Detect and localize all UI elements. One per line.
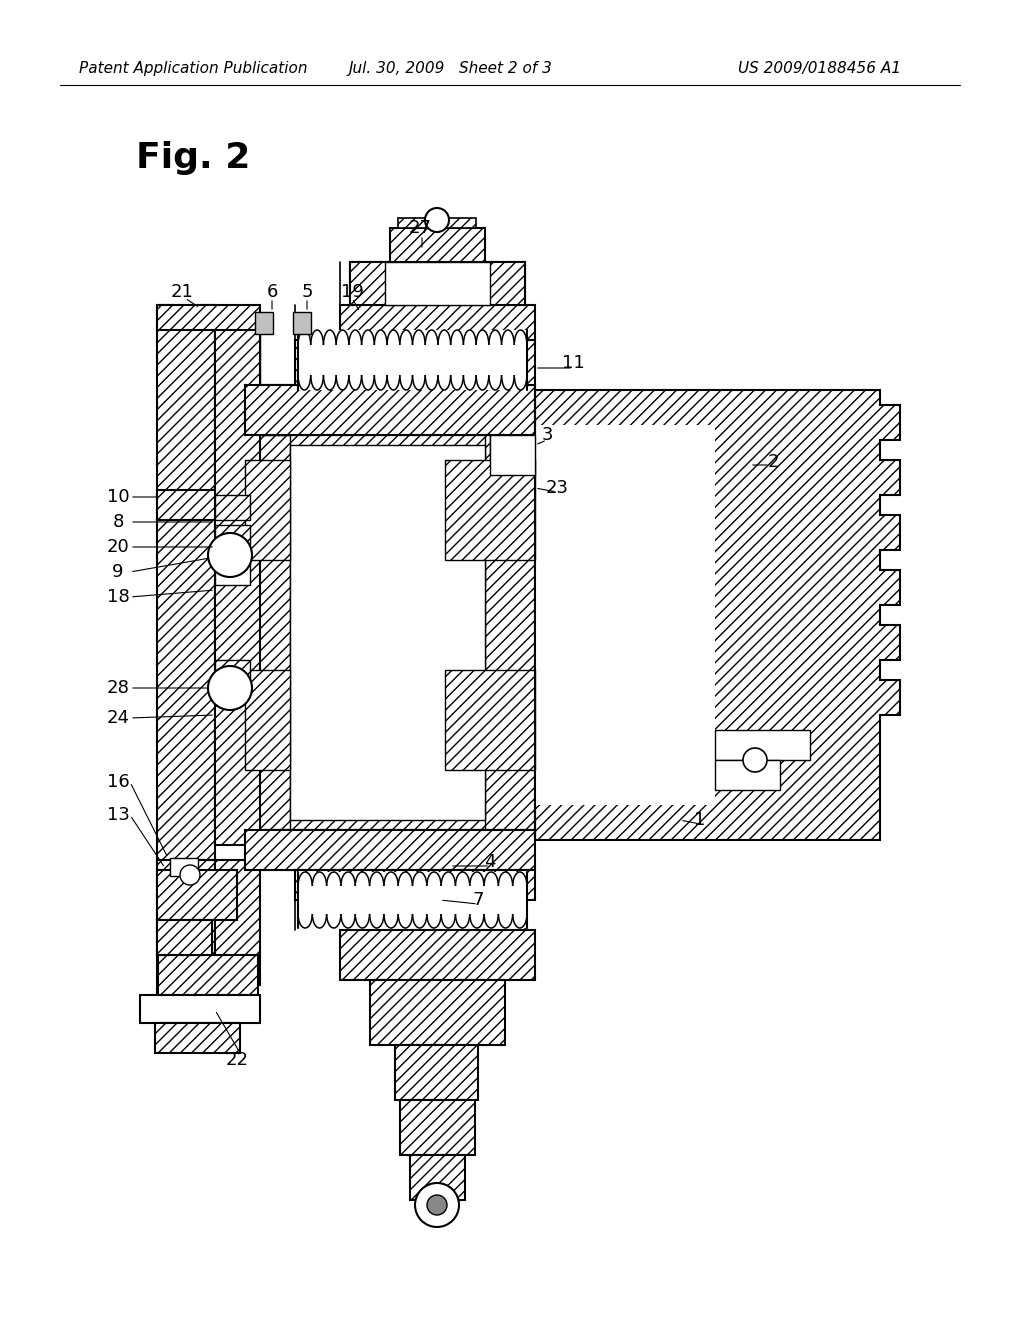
Text: 28: 28: [106, 678, 129, 697]
Bar: [215, 319, 260, 845]
Text: 5: 5: [301, 282, 312, 301]
Bar: [390, 228, 485, 261]
Bar: [157, 305, 215, 861]
Bar: [490, 436, 535, 475]
Bar: [385, 261, 490, 305]
Text: 27: 27: [409, 219, 431, 238]
Text: 6: 6: [266, 282, 278, 301]
Text: Patent Application Publication: Patent Application Publication: [79, 61, 307, 75]
Bar: [290, 445, 485, 820]
Circle shape: [427, 1195, 447, 1214]
Polygon shape: [535, 389, 900, 840]
Bar: [715, 760, 780, 789]
Bar: [158, 954, 258, 995]
Bar: [155, 1023, 240, 1053]
Text: 18: 18: [106, 587, 129, 606]
Bar: [400, 1100, 475, 1155]
Text: 19: 19: [341, 282, 364, 301]
Text: 2: 2: [767, 453, 778, 471]
Text: 3: 3: [542, 426, 553, 444]
Text: 1: 1: [694, 810, 706, 829]
Text: 20: 20: [106, 539, 129, 556]
Bar: [157, 861, 215, 995]
Circle shape: [180, 865, 200, 884]
Text: Fig. 2: Fig. 2: [136, 141, 250, 176]
Circle shape: [425, 209, 449, 232]
Text: 21: 21: [171, 282, 194, 301]
Bar: [245, 436, 535, 830]
Text: 24: 24: [106, 709, 129, 727]
Text: 9: 9: [113, 564, 124, 581]
Circle shape: [208, 533, 252, 577]
Bar: [157, 920, 212, 954]
Text: 10: 10: [106, 488, 129, 506]
Text: 22: 22: [225, 1051, 249, 1069]
Bar: [535, 425, 715, 805]
Bar: [410, 1155, 465, 1200]
Text: 11: 11: [561, 354, 585, 372]
Bar: [370, 979, 505, 1045]
Bar: [298, 330, 527, 389]
Bar: [395, 1045, 478, 1100]
Bar: [298, 873, 527, 928]
Bar: [140, 995, 260, 1023]
Bar: [215, 554, 250, 585]
Bar: [340, 931, 535, 979]
Bar: [715, 730, 810, 760]
Bar: [170, 858, 198, 876]
Bar: [215, 861, 260, 985]
Circle shape: [743, 748, 767, 772]
Text: 16: 16: [106, 774, 129, 791]
Circle shape: [415, 1183, 459, 1228]
Bar: [157, 305, 260, 330]
Bar: [245, 385, 535, 436]
Bar: [295, 870, 535, 900]
Bar: [245, 830, 535, 870]
Bar: [245, 671, 290, 770]
Text: 7: 7: [472, 891, 483, 909]
Bar: [215, 660, 250, 690]
Bar: [398, 218, 476, 228]
Text: Jul. 30, 2009   Sheet 2 of 3: Jul. 30, 2009 Sheet 2 of 3: [348, 61, 552, 75]
Text: 4: 4: [484, 853, 496, 871]
Bar: [445, 459, 535, 560]
Bar: [215, 495, 250, 520]
Bar: [340, 305, 535, 341]
Text: US 2009/0188456 A1: US 2009/0188456 A1: [738, 61, 901, 75]
Bar: [295, 341, 535, 385]
Text: 13: 13: [106, 807, 129, 824]
Bar: [255, 312, 273, 334]
Bar: [157, 490, 215, 520]
Bar: [350, 261, 525, 305]
Bar: [290, 445, 485, 820]
Text: 23: 23: [546, 479, 568, 498]
Bar: [445, 671, 535, 770]
Bar: [215, 525, 250, 545]
Bar: [245, 459, 290, 560]
Bar: [157, 870, 237, 920]
Text: 8: 8: [113, 513, 124, 531]
Circle shape: [208, 667, 252, 710]
Bar: [293, 312, 311, 334]
